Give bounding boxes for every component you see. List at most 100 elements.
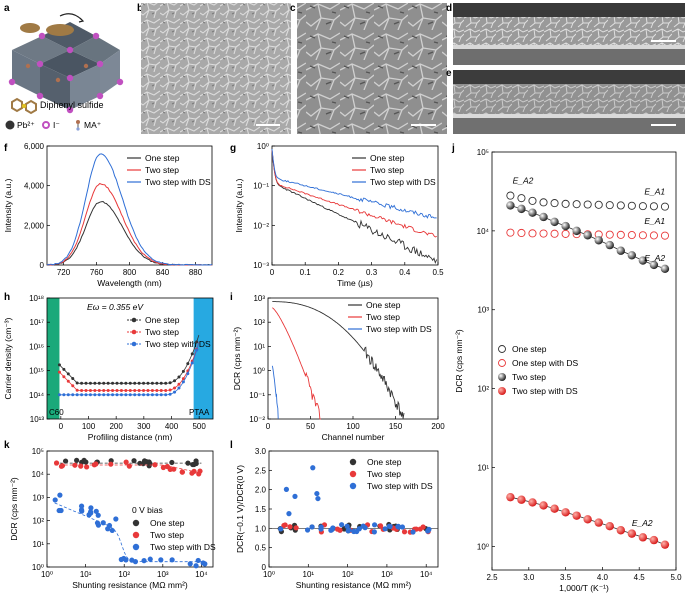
chart-i-series-2 [271, 365, 279, 419]
chart-l-point [356, 526, 362, 532]
chart-l-point [371, 522, 378, 528]
chart-h-point [186, 372, 190, 376]
chart-h-point [124, 393, 128, 397]
chart-l-ytick-label: 0.5 [255, 544, 267, 553]
chart-l-point [292, 493, 298, 499]
chart-h-point [80, 393, 84, 397]
chart-h-point [97, 381, 101, 385]
chart-k-point [78, 463, 84, 469]
chart-h-ylabel: Carrier density (cm⁻³) [3, 317, 13, 399]
chart-f-xtick-label: 720 [57, 268, 71, 277]
chart-h-point [71, 384, 75, 388]
chart-k-point [79, 508, 85, 514]
chart-h-point [93, 393, 97, 397]
chart-l-ytick-label: 2.5 [255, 466, 267, 475]
chart-k-point [74, 457, 80, 463]
chart-h-point [128, 381, 132, 385]
chart-j-point [572, 226, 581, 236]
chart-g-xtick-label: 0 [270, 268, 275, 277]
chart-g-ylabel: Intensity (a.u.) [234, 178, 244, 232]
chart-i-legend-label: One step [366, 300, 401, 310]
chart-k-point [185, 460, 191, 466]
chart-l-point [283, 486, 290, 492]
chart-h-point [177, 386, 181, 390]
chart-h-point [124, 381, 128, 385]
chart-k-point [169, 459, 175, 466]
panel-label-j: j [451, 143, 455, 154]
chart-g-ytick-label: 10⁻³ [253, 261, 269, 270]
chart-k-point [78, 503, 85, 509]
chart-l-point [360, 523, 366, 529]
sem-image-c [297, 3, 447, 134]
molecule-label: Diphenyl sulfide [40, 100, 104, 110]
chart-h-point [88, 381, 92, 385]
chart-j-ytick-label: 10² [477, 385, 489, 394]
chart-i-xtick-label: 0 [266, 422, 271, 431]
chart-k-xtick-label: 10⁴ [195, 570, 208, 579]
chart-j-point [616, 246, 625, 255]
chart-j-xtick-label: 3.5 [560, 573, 572, 582]
chart-h-ytick-label: 10¹⁵ [29, 367, 44, 376]
chart-h-xtick-label: 400 [165, 422, 179, 431]
chart-j-point [528, 196, 537, 205]
chart-h-point [195, 348, 199, 352]
chart-j-point [583, 231, 592, 240]
chart-k-ytick-label: 10⁰ [32, 563, 44, 572]
chart-l-point [330, 525, 336, 531]
chart-j-point [506, 201, 515, 210]
chart-h-point [164, 393, 168, 397]
chart-h-axes [46, 297, 214, 420]
chart-k-point [146, 463, 152, 469]
chart-j-point [649, 535, 659, 545]
chart-j-point [627, 231, 636, 240]
chart-h-legend-label: Two step with DS [145, 339, 211, 349]
chart-h-point [115, 393, 119, 397]
chart-l-point [399, 524, 406, 530]
chart-l-point [410, 529, 416, 535]
chart-h-xtick-label: 0 [59, 422, 64, 431]
chart-h-point [150, 393, 154, 397]
chart-h-point [181, 369, 185, 373]
chart-h-point [159, 393, 163, 397]
chart-j-point [506, 191, 515, 200]
chart-h-point [137, 389, 141, 393]
chart-k-xtick-label: 10² [118, 570, 130, 579]
chart-j-point [649, 231, 658, 240]
chart-k-point [123, 459, 129, 465]
chart-h-point [133, 393, 137, 397]
chart-j-point [605, 522, 614, 531]
chart-j-point [528, 208, 537, 217]
panel-label-c: c [290, 3, 296, 14]
chart-i-xtick-label: 150 [389, 422, 403, 431]
chart-k-legend-dot [132, 531, 140, 539]
chart-h-point [150, 389, 154, 393]
chart-f-ytick-label: 0 [40, 261, 45, 270]
chart-j-point [616, 201, 625, 210]
chart-k-point [100, 520, 106, 526]
chart-k-point [53, 460, 60, 466]
chart-h-point [57, 370, 61, 374]
chart-l-legend-dot [349, 458, 357, 466]
chart-k-point [105, 526, 111, 532]
chart-h-point [133, 381, 137, 385]
chart-j-legend-label: Two step [512, 372, 546, 382]
chart-k-point [167, 466, 173, 473]
chart-h-point [75, 393, 79, 397]
chart-h-point [168, 392, 172, 396]
chart-j-point [605, 201, 614, 210]
chart-i-ytick-label: 10⁻² [249, 415, 265, 424]
chart-f-legend-label: Two step with DS [145, 177, 211, 187]
chart-j-point [660, 231, 670, 240]
chart-k-point [56, 507, 62, 514]
chart-j-point [528, 229, 537, 238]
chart-h-point [84, 389, 88, 393]
panel-label-d: d [446, 3, 452, 14]
chart-h-point [66, 372, 70, 376]
chart-h-point [137, 381, 141, 385]
chart-h-point [159, 389, 163, 393]
chart-l-point [377, 523, 384, 529]
chart-i-legend-label: Two step with DS [366, 324, 432, 334]
chart-j-legend-dot [498, 373, 506, 381]
chart-i-series-1 [272, 307, 321, 420]
ptaa-region [193, 298, 213, 419]
